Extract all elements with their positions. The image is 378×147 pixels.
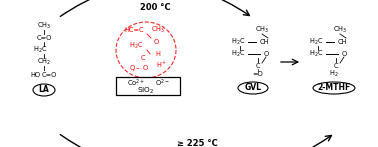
Ellipse shape — [33, 84, 55, 96]
Text: O: O — [143, 65, 148, 71]
Text: HC=C: HC=C — [124, 27, 144, 33]
Text: =O: =O — [253, 71, 263, 77]
Text: O: O — [341, 51, 347, 57]
Ellipse shape — [238, 82, 268, 94]
Text: CH$_3$: CH$_3$ — [333, 25, 347, 35]
Text: H$_2$C: H$_2$C — [309, 37, 323, 47]
Text: CH$_2$: CH$_2$ — [37, 57, 51, 67]
Text: Q: Q — [129, 65, 135, 71]
Text: H: H — [156, 51, 160, 57]
Text: H$_2$C: H$_2$C — [129, 41, 143, 51]
Text: CH: CH — [337, 39, 347, 45]
Text: C: C — [141, 55, 145, 61]
Text: CH: CH — [259, 39, 269, 45]
Text: H$_2$: H$_2$ — [329, 69, 339, 79]
Text: Co$^{2+}$: Co$^{2+}$ — [127, 77, 145, 89]
Text: C=O: C=O — [41, 72, 57, 78]
Text: C=O: C=O — [36, 35, 52, 41]
Text: GVL: GVL — [245, 83, 262, 92]
Text: HO: HO — [30, 72, 40, 78]
Text: LA: LA — [39, 86, 50, 95]
Ellipse shape — [313, 82, 355, 94]
Text: H$^+$: H$^+$ — [156, 60, 168, 70]
Text: CH$_3$: CH$_3$ — [37, 21, 51, 31]
Text: O: O — [263, 51, 269, 57]
Bar — [116, 77, 180, 95]
Text: H$_2$C: H$_2$C — [231, 49, 245, 59]
Text: C: C — [256, 63, 260, 69]
Text: SiO$_2$: SiO$_2$ — [137, 86, 155, 96]
Text: CH$_3$: CH$_3$ — [151, 25, 165, 35]
Text: H$_2$C: H$_2$C — [309, 49, 323, 59]
Text: C: C — [334, 63, 338, 69]
Text: ≥ 225 °C: ≥ 225 °C — [177, 138, 217, 147]
Text: CH$_3$: CH$_3$ — [255, 25, 269, 35]
Text: 2-MTHF: 2-MTHF — [318, 83, 351, 92]
Text: H$_2$C: H$_2$C — [33, 45, 47, 55]
Text: 200 °C: 200 °C — [140, 4, 170, 12]
Text: O$^{2-}$: O$^{2-}$ — [155, 77, 169, 89]
Text: O: O — [153, 39, 159, 45]
Text: H$_2$C: H$_2$C — [231, 37, 245, 47]
